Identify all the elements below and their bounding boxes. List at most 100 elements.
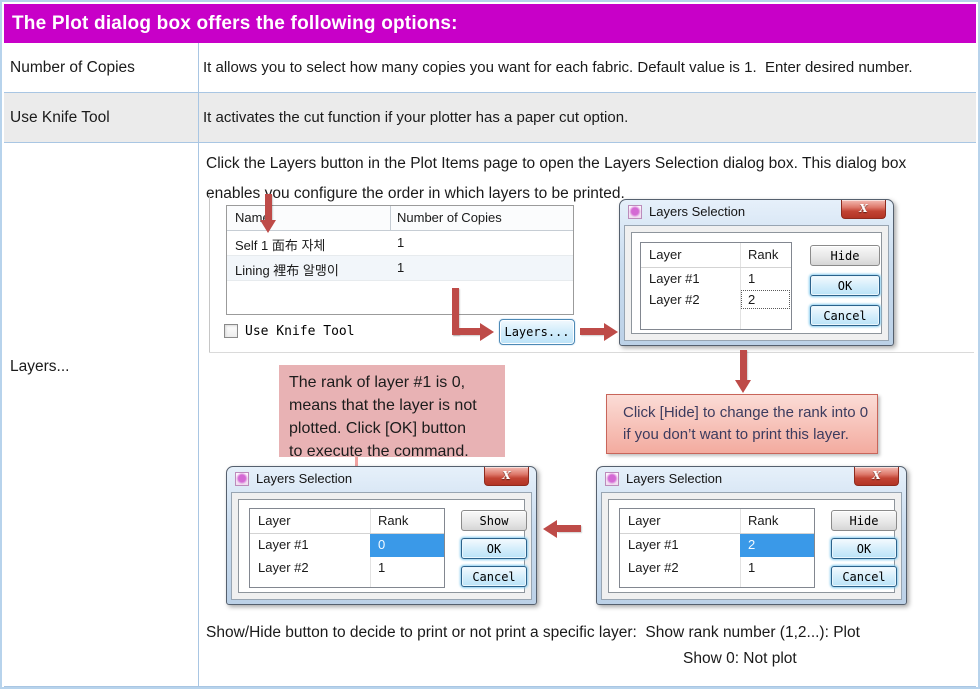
table-row[interactable]: Layer #1 2 [620,534,814,557]
table-bottom-border [4,686,976,687]
column-divider [198,43,199,686]
ok-button[interactable]: OK [810,275,880,296]
ok-button[interactable]: OK [461,538,527,559]
layers-selection-dialog-initial: Layers Selection X Layer Rank Layer #1 1… [619,199,894,346]
note-rank-zero: The rank of layer #1 is 0, means that th… [279,365,505,460]
fabric-name: Self 1 面布 자체 [235,238,326,253]
hide-button[interactable]: Hide [810,245,880,266]
col-header-rank: Rank [748,513,779,528]
dialog-panel: Layer Rank Layer #1 2 Layer #2 1 Hide OK [608,499,897,593]
dialog-button-column: Hide OK Cancel [831,510,897,587]
dialog-title: Layers Selection [256,471,353,486]
layer-name-cell: Layer #2 [628,560,679,575]
ok-button[interactable]: OK [831,538,897,559]
screenshot-bottom-edge [209,352,974,353]
to-dialog-arrow-shaft [580,328,604,335]
table-header-row: Layer Rank [620,509,814,534]
layer-name-cell: Layer #1 [258,537,309,552]
layers-arrow-head [480,323,494,341]
name-arrow-shaft [265,194,272,220]
layer-name-cell: Layer #2 [258,560,309,575]
option-label-use-knife-tool: Use Knife Tool [10,108,110,126]
left-arrow-shaft [557,525,581,532]
table-row[interactable]: Layer #2 2 [641,289,791,310]
table-header-row: Layer Rank [641,243,791,268]
close-button[interactable]: X [484,467,529,486]
rank-cell-editing[interactable]: 2 [740,289,791,310]
rank-cell[interactable]: 1 [378,560,386,575]
dialog-button-column: Show OK Cancel [461,510,527,587]
table-header-row: Layer Rank [250,509,444,534]
name-arrow-head [260,220,276,233]
col-header-rank: Rank [378,513,409,528]
layers-rank-table: Layer Rank Layer #1 2 Layer #2 1 [619,508,815,588]
rank-cell-selected[interactable]: 2 [740,534,814,557]
rank-cell-selected[interactable]: 0 [370,534,444,557]
table-row[interactable]: Layer #2 1 [620,557,814,580]
cancel-button[interactable]: Cancel [461,566,527,587]
show-button[interactable]: Show [461,510,527,531]
cancel-button[interactable]: Cancel [810,305,880,326]
layers-selection-dialog-reordered: Layers Selection X Layer Rank Layer #1 2… [596,466,907,605]
down-arrow-head [735,380,751,393]
row-divider-2 [4,142,976,143]
row-divider-1 [4,92,976,93]
close-button[interactable]: X [841,200,886,219]
app-icon [628,205,642,219]
option-label-layers: Layers... [10,358,70,375]
table-row[interactable]: Layer #1 1 [641,268,791,289]
fabric-copies[interactable]: 1 [397,260,405,275]
dialog-button-column: Hide OK Cancel [810,245,880,326]
page-header: The Plot dialog box offers the following… [4,4,976,43]
col-header-rank: Rank [748,247,779,262]
rank-cell[interactable]: 1 [748,560,756,575]
layers-selection-dialog-hidden-layer: Layers Selection X Layer Rank Layer #1 0… [226,466,537,605]
rank-cell[interactable]: 1 [748,271,756,286]
show-hide-explanation: Show/Hide button to decide to print or n… [206,624,860,641]
down-arrow-shaft [740,350,747,380]
layer-name-cell: Layer #1 [649,271,700,286]
note-click-hide: Click [Hide] to change the rank into 0 i… [606,394,878,454]
app-icon [235,472,249,486]
use-knife-tool-label: Use Knife Tool [245,324,355,339]
table-row[interactable]: Lining 裡布 알맹이 1 [227,256,573,281]
col-header-layer: Layer [628,513,661,528]
left-arrow-head [543,520,557,538]
table-row[interactable]: Self 1 面布 자체 1 [227,231,573,256]
table-row[interactable]: Layer #2 1 [250,557,444,580]
layers-rank-table: Layer Rank Layer #1 0 Layer #2 1 [249,508,445,588]
show-zero-explanation: Show 0: Not plot [683,650,797,667]
layer-name-cell: Layer #2 [649,292,700,307]
col-header-number-of-copies: Number of Copies [397,210,502,225]
plot-items-table: Name Number of Copies Self 1 面布 자체 1 Lin… [226,205,574,315]
dialog-title: Layers Selection [649,204,746,219]
option-desc-number-of-copies: It allows you to select how many copies … [203,59,913,76]
cancel-button[interactable]: Cancel [831,566,897,587]
col-header-layer: Layer [258,513,291,528]
page-title: The Plot dialog box offers the following… [12,13,458,34]
close-button[interactable]: X [854,467,899,486]
fabric-copies[interactable]: 1 [397,235,405,250]
layers-arrow-vertical [452,288,459,335]
layers-rank-table: Layer Rank Layer #1 1 Layer #2 2 [640,242,792,330]
dialog-title: Layers Selection [626,471,723,486]
dialog-client-area: Layer Rank Layer #1 1 Layer #2 2 Hide OK [624,225,889,341]
table-row[interactable]: Layer #1 0 [250,534,444,557]
dialog-panel: Layer Rank Layer #1 0 Layer #2 1 Show OK [238,499,527,593]
layers-button[interactable]: Layers... [499,319,575,345]
layer-name-cell: Layer #1 [628,537,679,552]
use-knife-tool-checkbox[interactable] [224,324,238,338]
hide-button[interactable]: Hide [831,510,897,531]
option-label-number-of-copies: Number of Copies [10,58,135,76]
col-header-layer: Layer [649,247,682,262]
screenshot-left-edge [209,194,210,352]
app-icon [605,472,619,486]
plot-items-table-header: Name Number of Copies [227,206,573,231]
dialog-client-area: Layer Rank Layer #1 0 Layer #2 1 Show OK [231,492,532,600]
dialog-panel: Layer Rank Layer #1 1 Layer #2 2 Hide OK [631,232,882,334]
dialog-client-area: Layer Rank Layer #1 2 Layer #2 1 Hide OK [601,492,902,600]
table-column-divider [740,243,741,329]
to-dialog-arrow-head [604,323,618,341]
header-column-divider [390,206,391,231]
